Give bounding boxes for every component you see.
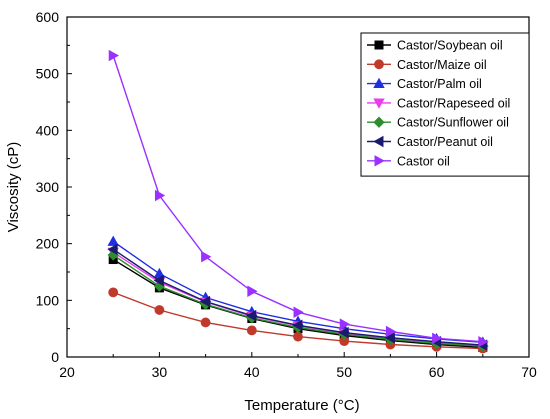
data-point bbox=[292, 319, 303, 331]
legend-label: Castor/Soybean oil bbox=[397, 39, 503, 53]
legend-marker bbox=[374, 40, 384, 50]
legend-label: Castor/Palm oil bbox=[397, 77, 482, 91]
legend-box bbox=[360, 32, 530, 177]
legend-marker bbox=[374, 155, 385, 167]
y-tick-label: 300 bbox=[36, 179, 60, 195]
data-point bbox=[246, 325, 257, 336]
legend-label: Castor/Sunflower oil bbox=[397, 116, 509, 130]
legend-marker bbox=[373, 116, 385, 128]
axes: 20 30 40 50 60 70 0 100 200 300 400 500 600 bbox=[36, 9, 537, 380]
series-layer bbox=[107, 49, 489, 354]
y-tick-label: 0 bbox=[51, 349, 59, 365]
data-point bbox=[478, 335, 489, 348]
data-point bbox=[154, 305, 165, 315]
legend: Castor/Soybean oil Castor/Maize oil Castor… bbox=[360, 32, 530, 177]
data-point bbox=[245, 309, 257, 322]
data-point bbox=[384, 332, 395, 344]
data-point bbox=[339, 318, 351, 330]
legend-marker bbox=[373, 98, 385, 109]
data-point bbox=[247, 285, 258, 297]
data-point bbox=[385, 325, 397, 338]
data-point bbox=[200, 317, 211, 328]
legend-marker bbox=[373, 77, 385, 89]
legend-marker bbox=[373, 135, 384, 148]
x-axis-title: Temperature (°C) bbox=[244, 397, 359, 414]
y-tick-label: 600 bbox=[36, 9, 60, 25]
data-point bbox=[199, 295, 211, 308]
y-axis-title: Viscosity (cP) bbox=[5, 142, 22, 233]
data-point bbox=[201, 250, 212, 263]
legend-entry: Castor/Maize oil bbox=[367, 58, 487, 72]
data-point bbox=[293, 306, 304, 318]
legend-entry: Castor/Soybean oil bbox=[367, 39, 503, 53]
data-point bbox=[108, 287, 119, 298]
legend-entry: Castor/Sunflower oil bbox=[367, 116, 509, 130]
legend-entry: Castor/Peanut oil bbox=[367, 135, 493, 149]
series-5 bbox=[107, 243, 488, 351]
x-tick-label: 30 bbox=[152, 364, 168, 380]
legend-label: Castor/Peanut oil bbox=[397, 135, 493, 149]
legend-label: Castor oil bbox=[397, 154, 450, 168]
legend-label: Castor/Maize oil bbox=[397, 58, 487, 72]
data-point bbox=[154, 189, 166, 202]
x-tick-label: 40 bbox=[244, 364, 260, 380]
data-point bbox=[338, 326, 349, 339]
data-point bbox=[293, 331, 303, 342]
legend-marker bbox=[374, 59, 384, 70]
series-6 bbox=[108, 49, 489, 348]
data-point bbox=[108, 49, 120, 62]
legend-entry: Castor/Palm oil bbox=[367, 77, 482, 91]
legend-entry: Castor oil bbox=[367, 154, 450, 168]
y-tick-label: 100 bbox=[36, 292, 60, 308]
y-tick-label: 400 bbox=[36, 122, 60, 138]
legend-label: Castor/Rapeseed oil bbox=[397, 96, 510, 110]
x-tick-label: 70 bbox=[521, 364, 537, 380]
y-tick-label: 200 bbox=[36, 236, 60, 252]
y-tick-label: 500 bbox=[36, 66, 60, 82]
data-point bbox=[107, 235, 119, 246]
x-tick-label: 20 bbox=[59, 364, 75, 380]
legend-entry: Castor/Rapeseed oil bbox=[367, 96, 510, 110]
x-tick-label: 50 bbox=[336, 364, 352, 380]
data-point bbox=[153, 274, 164, 287]
data-point bbox=[432, 332, 443, 345]
x-tick-label: 60 bbox=[429, 364, 445, 380]
data-point bbox=[107, 243, 118, 256]
